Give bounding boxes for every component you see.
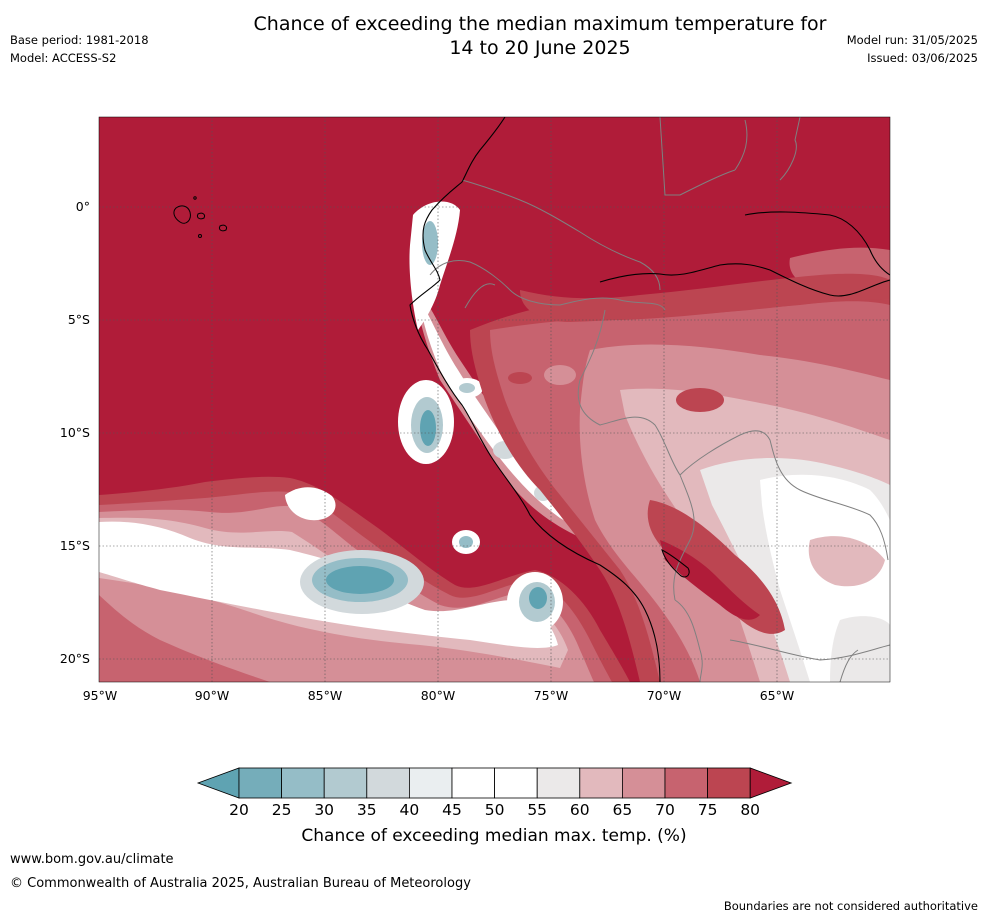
colorbar-tick-label: 55	[527, 801, 548, 819]
colorbar-tick-label: 65	[612, 801, 633, 819]
colorbar-swatches	[196, 767, 793, 799]
colorbar-tick-label: 40	[399, 801, 420, 819]
colorbar-tick-label: 70	[655, 801, 675, 819]
colorbar-tick-label: 45	[442, 801, 462, 819]
model-run: Model run: 31/05/2025	[846, 33, 978, 47]
contour-patch-8s-76w	[508, 372, 532, 384]
title-line-1: Chance of exceeding the median maximum t…	[253, 13, 827, 35]
contour-titicaca-red	[647, 500, 785, 634]
coastline-south-america	[409, 117, 661, 682]
lon-label-90w: 90°W	[194, 688, 230, 703]
colorbar-swatch	[579, 767, 623, 799]
contour-teal-core	[326, 566, 394, 594]
contour-patch-9s-67w	[676, 388, 724, 412]
meta-left: Base period: 1981-2018 Model: ACCESS-S2	[10, 31, 149, 67]
base-period: Base period: 1981-2018	[10, 33, 149, 47]
colorbar-swatch	[664, 767, 708, 799]
contour-east-offwhite-corner	[830, 616, 890, 682]
colorbar-swatch	[323, 767, 368, 799]
colorbar	[196, 767, 793, 799]
map-border	[98, 116, 891, 683]
colorbar-tick-label: 30	[314, 801, 335, 819]
colorbar-arrow-low	[196, 767, 240, 799]
colorbar-swatch	[494, 767, 538, 799]
contour-white-blob-north	[285, 487, 336, 521]
colorbar-tick-label: 75	[697, 801, 718, 819]
contour-east-pink-bump	[808, 536, 885, 587]
title-line-2: 14 to 20 June 2025	[449, 37, 631, 59]
contour-blob-8s-79w-core	[459, 383, 475, 393]
colorbar-label: Chance of exceeding median max. temp. (%…	[301, 826, 687, 846]
colorbar-tick-label: 35	[356, 801, 377, 819]
disclaimer: Boundaries are not considered authoritat…	[723, 899, 978, 913]
model-name: Model: ACCESS-S2	[10, 51, 117, 65]
contour-ecuador-core	[422, 221, 438, 265]
colorbar-swatch	[366, 767, 410, 799]
colorbar-tick-label: 25	[271, 801, 292, 819]
lat-label-5s: 5°S	[67, 312, 90, 327]
colorbar-tick-label: 50	[484, 801, 505, 819]
colorbar-swatch	[536, 767, 581, 799]
contour-blob-10s-80w-core	[420, 410, 436, 446]
contour-amazon-red-strip	[520, 273, 890, 322]
colorbar-swatch	[238, 767, 282, 799]
contour-blob-15s-79w-core	[459, 536, 473, 548]
colorbar-swatch	[281, 767, 325, 799]
colorbar-tick-label: 60	[569, 801, 590, 819]
contour-titicaca-deep	[660, 540, 760, 620]
country-borders	[429, 117, 890, 682]
lon-label-65w: 65°W	[759, 688, 795, 703]
lake-titicaca	[661, 549, 690, 578]
contour-patch-9s-70w	[544, 365, 576, 385]
contour-blob-17s-75w-core	[529, 587, 547, 609]
contour-ecuador-outer	[409, 201, 460, 330]
lon-label-85w: 85°W	[307, 688, 343, 703]
map-gridlines	[99, 117, 890, 682]
lat-label-20s: 20°S	[59, 651, 90, 666]
lon-label-75w: 75°W	[533, 688, 569, 703]
copyright: © Commonwealth of Australia 2025, Austra…	[10, 876, 471, 891]
map-title: Chance of exceeding the median maximum t…	[170, 12, 910, 60]
lat-label-10s: 10°S	[59, 425, 90, 440]
colorbar-swatch	[451, 767, 495, 799]
colorbar-swatch	[408, 767, 453, 799]
colorbar-arrow-high	[749, 767, 793, 799]
lon-label-70w: 70°W	[646, 688, 682, 703]
lon-label-80w: 80°W	[420, 688, 456, 703]
map-frame	[99, 117, 890, 682]
lat-label-15s: 15°S	[59, 538, 90, 553]
galapagos-islands	[173, 196, 227, 238]
colorbar-tick-label: 20	[229, 801, 249, 819]
colorbar-swatch	[707, 767, 751, 799]
coastline-north-lake	[744, 211, 890, 276]
colorbar-swatch	[621, 767, 666, 799]
lon-label-95w: 95°W	[82, 688, 118, 703]
coastline-amazon-river	[599, 263, 890, 297]
website-link: www.bom.gov.au/climate	[10, 852, 174, 867]
lat-label-0: 0°	[75, 199, 90, 214]
meta-right: Model run: 31/05/2025 Issued: 03/06/2025	[847, 31, 978, 67]
issued-date: Issued: 03/06/2025	[867, 51, 978, 65]
colorbar-tick-label: 80	[740, 801, 761, 819]
